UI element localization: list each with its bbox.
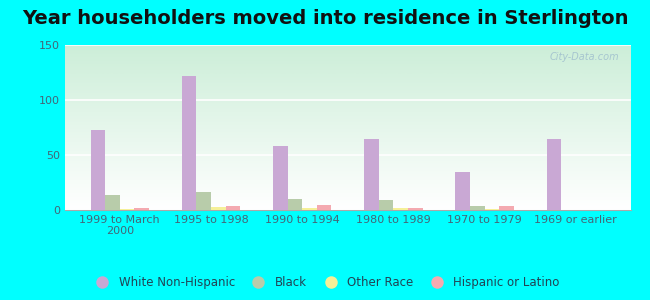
Bar bbox=[196, 192, 211, 210]
Bar bbox=[317, 205, 332, 210]
Text: Year householders moved into residence in Sterlington: Year householders moved into residence i… bbox=[21, 9, 629, 28]
Bar bbox=[408, 208, 422, 210]
Bar bbox=[120, 209, 135, 210]
Bar bbox=[499, 206, 514, 210]
Bar bbox=[90, 130, 105, 210]
Bar bbox=[379, 200, 393, 210]
Bar bbox=[456, 172, 470, 210]
Bar bbox=[484, 209, 499, 210]
Bar bbox=[302, 208, 317, 210]
Legend: White Non-Hispanic, Black, Other Race, Hispanic or Latino: White Non-Hispanic, Black, Other Race, H… bbox=[85, 272, 565, 294]
Bar bbox=[393, 208, 408, 210]
Bar bbox=[135, 208, 149, 210]
Bar bbox=[547, 139, 561, 210]
Bar bbox=[211, 207, 226, 210]
Bar bbox=[273, 146, 287, 210]
Bar bbox=[364, 139, 379, 210]
Bar bbox=[470, 206, 484, 210]
Text: City-Data.com: City-Data.com bbox=[549, 52, 619, 61]
Bar bbox=[226, 206, 240, 210]
Bar bbox=[182, 76, 196, 210]
Bar bbox=[105, 195, 120, 210]
Bar bbox=[287, 199, 302, 210]
